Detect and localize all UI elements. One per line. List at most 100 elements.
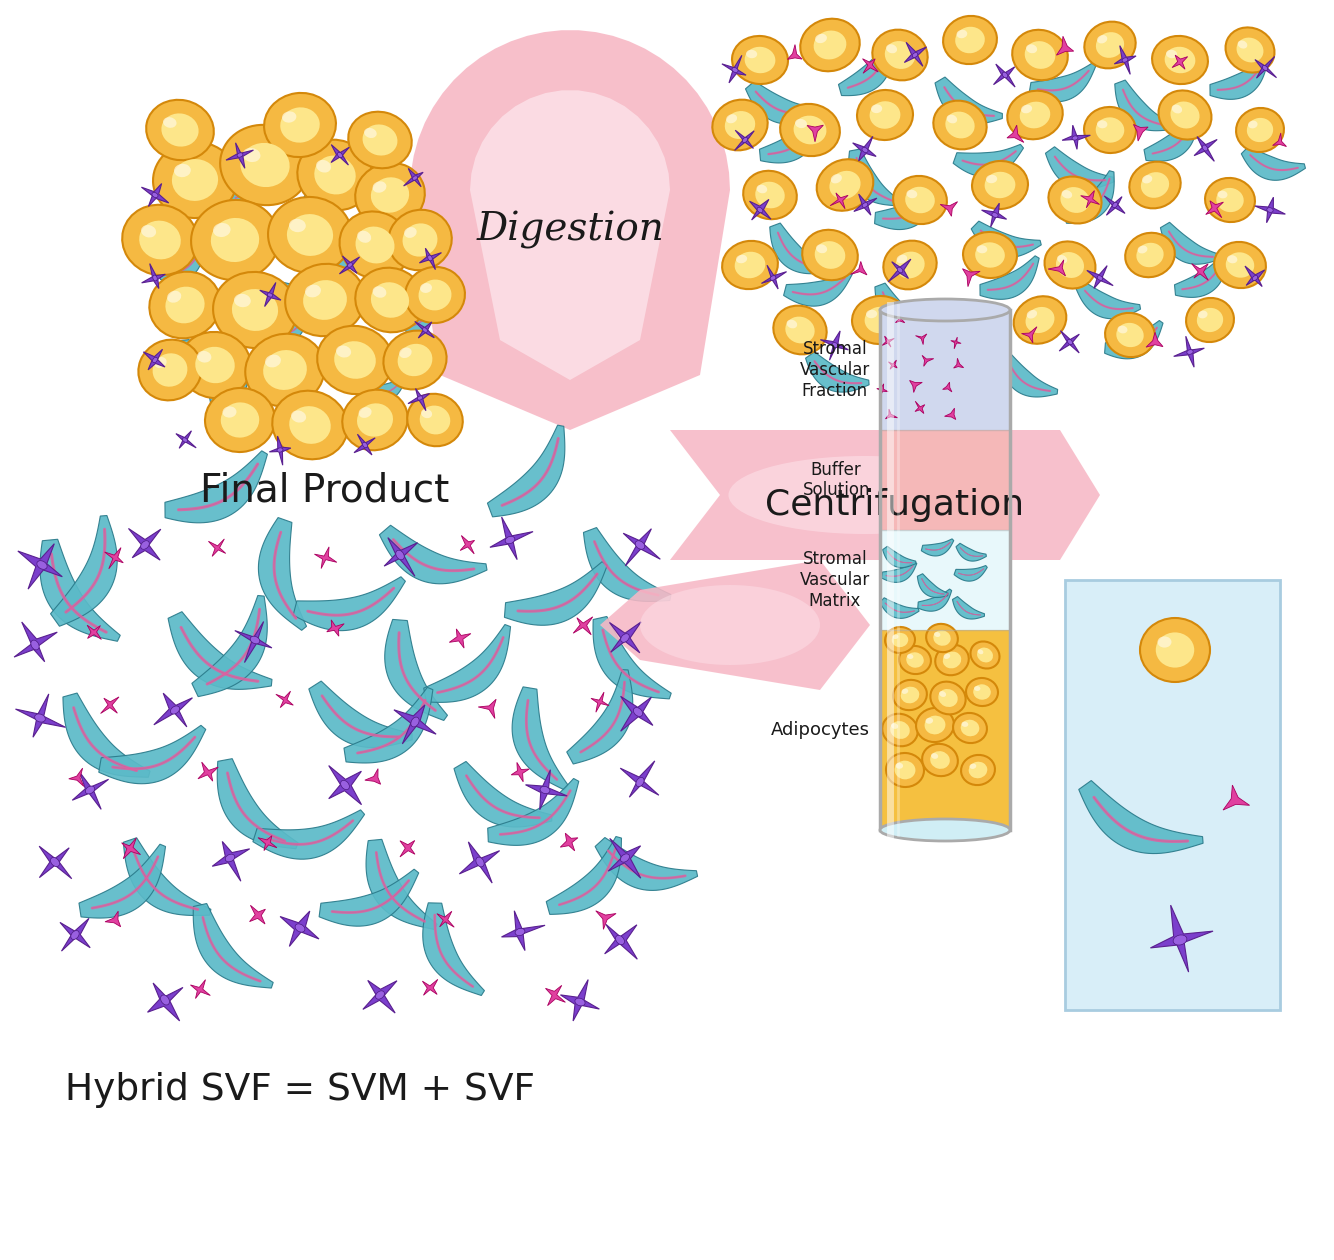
Polygon shape <box>193 903 273 988</box>
Polygon shape <box>735 130 754 150</box>
Ellipse shape <box>272 391 348 460</box>
Polygon shape <box>560 979 599 1021</box>
Ellipse shape <box>930 682 966 714</box>
Polygon shape <box>424 625 511 702</box>
Text: Adipocytes: Adipocytes <box>771 721 870 740</box>
Ellipse shape <box>152 358 157 363</box>
Polygon shape <box>160 244 204 281</box>
Ellipse shape <box>975 242 1005 267</box>
Polygon shape <box>1194 136 1217 161</box>
Polygon shape <box>954 358 963 368</box>
Polygon shape <box>1065 580 1281 1011</box>
Ellipse shape <box>1061 186 1090 213</box>
Ellipse shape <box>419 280 451 310</box>
Ellipse shape <box>418 396 423 401</box>
Polygon shape <box>762 266 787 289</box>
Ellipse shape <box>149 272 220 339</box>
Ellipse shape <box>211 218 259 262</box>
Ellipse shape <box>880 819 1010 840</box>
Polygon shape <box>339 256 360 273</box>
Ellipse shape <box>1249 121 1258 129</box>
Ellipse shape <box>1095 117 1125 142</box>
Polygon shape <box>1150 905 1213 971</box>
Ellipse shape <box>972 161 1029 209</box>
Ellipse shape <box>636 777 644 786</box>
Polygon shape <box>595 838 698 891</box>
Ellipse shape <box>173 164 191 178</box>
Polygon shape <box>610 622 642 653</box>
Polygon shape <box>40 539 120 641</box>
Polygon shape <box>235 621 272 663</box>
Polygon shape <box>600 559 870 690</box>
Ellipse shape <box>956 30 967 38</box>
Polygon shape <box>400 840 415 857</box>
Ellipse shape <box>343 389 408 450</box>
Polygon shape <box>502 911 546 950</box>
Ellipse shape <box>363 442 367 447</box>
Polygon shape <box>168 611 272 689</box>
Polygon shape <box>963 268 980 287</box>
Polygon shape <box>883 547 916 567</box>
Ellipse shape <box>355 267 424 333</box>
Polygon shape <box>212 842 249 881</box>
Polygon shape <box>922 539 954 556</box>
Ellipse shape <box>620 854 630 862</box>
Polygon shape <box>854 194 876 215</box>
Ellipse shape <box>735 252 766 278</box>
Ellipse shape <box>895 761 915 780</box>
Ellipse shape <box>197 352 211 363</box>
Ellipse shape <box>732 68 738 73</box>
Polygon shape <box>1063 170 1114 223</box>
Ellipse shape <box>223 407 236 417</box>
Ellipse shape <box>363 125 398 155</box>
Polygon shape <box>952 145 1023 176</box>
Ellipse shape <box>340 212 411 278</box>
Polygon shape <box>487 425 564 517</box>
Ellipse shape <box>1153 37 1207 84</box>
Polygon shape <box>1206 200 1223 218</box>
Polygon shape <box>904 43 927 67</box>
Polygon shape <box>1161 222 1221 265</box>
Ellipse shape <box>946 112 975 139</box>
Ellipse shape <box>935 645 968 675</box>
Ellipse shape <box>1027 310 1037 319</box>
Ellipse shape <box>232 289 277 331</box>
Ellipse shape <box>376 990 384 999</box>
Polygon shape <box>328 766 362 805</box>
Polygon shape <box>423 903 484 995</box>
Polygon shape <box>280 911 319 946</box>
Polygon shape <box>851 261 867 275</box>
Ellipse shape <box>240 142 289 186</box>
Ellipse shape <box>884 42 915 69</box>
Polygon shape <box>567 669 632 764</box>
Polygon shape <box>994 64 1015 87</box>
Polygon shape <box>746 81 820 123</box>
Polygon shape <box>608 838 640 878</box>
Ellipse shape <box>722 241 778 289</box>
Polygon shape <box>1273 134 1286 146</box>
Ellipse shape <box>165 286 204 324</box>
Ellipse shape <box>615 935 624 945</box>
Polygon shape <box>670 430 1101 559</box>
Text: Stromal
Vascular
Fraction: Stromal Vascular Fraction <box>800 340 870 399</box>
Ellipse shape <box>891 723 898 728</box>
Ellipse shape <box>1237 38 1263 63</box>
Polygon shape <box>404 300 435 331</box>
Ellipse shape <box>1026 44 1037 53</box>
Polygon shape <box>1115 81 1174 131</box>
Polygon shape <box>490 517 534 559</box>
Polygon shape <box>228 161 265 204</box>
Text: Final Product: Final Product <box>200 471 450 509</box>
Ellipse shape <box>880 299 1010 321</box>
Ellipse shape <box>1166 49 1177 58</box>
Ellipse shape <box>297 140 372 210</box>
Ellipse shape <box>515 929 524 936</box>
Ellipse shape <box>1141 173 1169 198</box>
Ellipse shape <box>1141 617 1210 682</box>
Ellipse shape <box>870 101 900 129</box>
Ellipse shape <box>383 330 447 389</box>
Polygon shape <box>39 847 72 878</box>
Ellipse shape <box>1097 35 1107 43</box>
Ellipse shape <box>1237 108 1283 152</box>
Ellipse shape <box>712 100 767 150</box>
